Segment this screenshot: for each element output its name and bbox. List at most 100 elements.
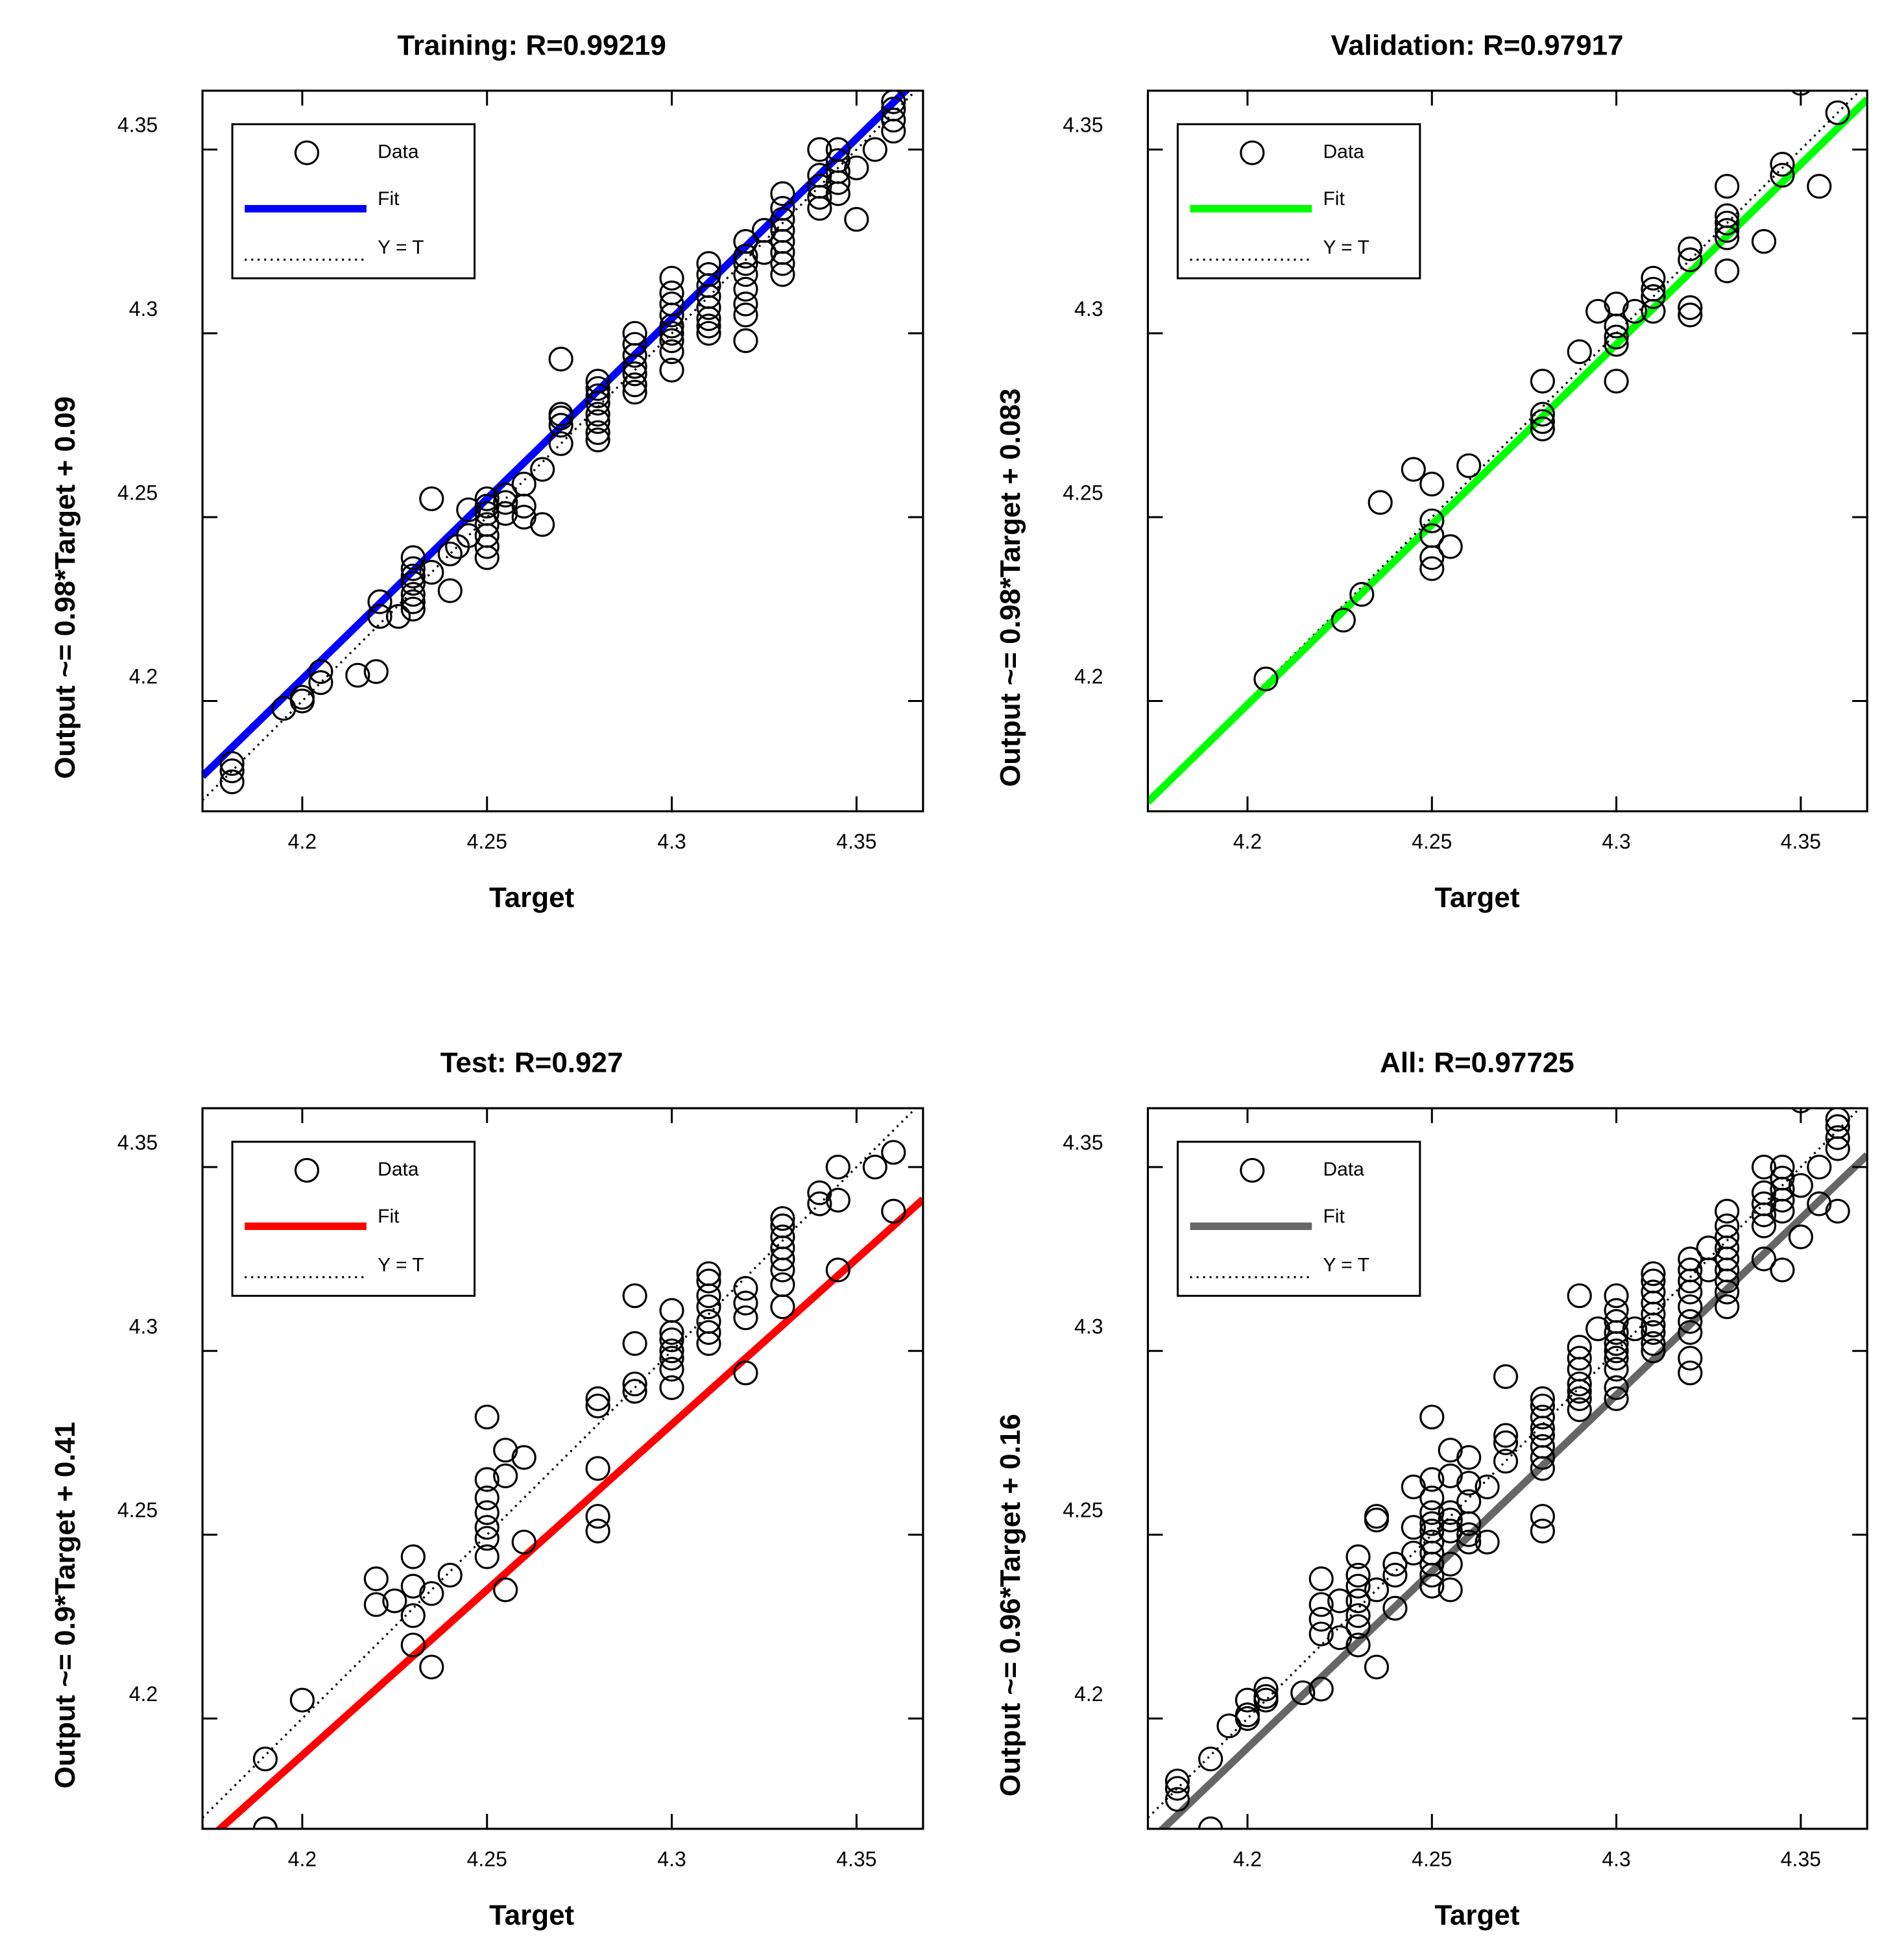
data-point <box>1678 1309 1703 1334</box>
data-point <box>825 1257 850 1283</box>
data-point <box>1419 523 1445 548</box>
plot-content <box>1148 1108 1868 1829</box>
data-point <box>1456 1489 1482 1514</box>
data-point <box>1345 1544 1371 1569</box>
data-point <box>844 207 869 232</box>
legend-label-identity: Y = T <box>1323 1254 1369 1275</box>
data-point <box>493 501 518 526</box>
data-point <box>1585 1316 1611 1342</box>
data-point <box>1382 1562 1408 1588</box>
data-point <box>659 328 684 354</box>
data-point <box>419 486 444 511</box>
data-point <box>1456 1522 1482 1547</box>
data-point <box>733 276 758 302</box>
identity-line <box>202 90 917 801</box>
data-point <box>1751 229 1777 254</box>
data-point <box>1493 1449 1519 1474</box>
data-point <box>1198 1746 1223 1772</box>
data-point <box>1825 100 1850 125</box>
y-tick-label: 4.3 <box>1074 297 1103 320</box>
data-point <box>1345 1632 1371 1658</box>
panel-title: Training: R=0.99219 <box>397 29 666 61</box>
y-axis-label: Output ~= 0.98*Target + 0.09 <box>49 396 81 779</box>
x-axis-label: Target <box>489 1899 575 1931</box>
y-axis-label: Output ~= 0.98*Target + 0.083 <box>994 389 1026 787</box>
legend-label-fit: Fit <box>1323 1206 1345 1227</box>
x-tick-label: 4.35 <box>1781 1847 1821 1870</box>
data-point <box>1530 1518 1555 1543</box>
panel-1: Data Fit Y = T 4.2 4.25 4.3 4.35 4.2 4.25 4.3 4.35… <box>994 29 1868 913</box>
data-point <box>474 1526 500 1551</box>
legend-data-marker <box>1240 140 1265 165</box>
data-point <box>400 1573 426 1599</box>
data-point <box>807 163 832 188</box>
data-point <box>1825 1198 1850 1224</box>
data-point <box>622 361 647 387</box>
legend-box <box>231 123 476 280</box>
data-point <box>1419 472 1445 497</box>
data-point <box>456 523 481 548</box>
data-point <box>696 251 721 276</box>
data-point <box>1678 1246 1703 1272</box>
data-point <box>219 758 245 784</box>
data-point <box>825 137 850 162</box>
data-point <box>1419 1485 1445 1510</box>
data-point <box>474 1467 500 1492</box>
data-point <box>1456 1529 1482 1554</box>
data-point <box>825 1187 850 1213</box>
data-point <box>622 372 647 398</box>
data-point <box>696 1261 721 1287</box>
data-point <box>530 512 555 537</box>
data-point <box>659 339 684 365</box>
data-point <box>1567 1386 1592 1411</box>
data-point <box>1419 1518 1445 1543</box>
data-point <box>1567 1335 1592 1360</box>
plot-content <box>1148 90 1868 805</box>
data-point <box>585 420 610 445</box>
y-tick-label: 4.2 <box>129 665 158 688</box>
data-point <box>1493 1423 1519 1448</box>
data-point <box>585 369 610 394</box>
data-point <box>659 291 684 317</box>
data-point <box>1604 291 1629 317</box>
data-point <box>474 1515 500 1540</box>
data-point <box>770 207 795 232</box>
data-point <box>530 457 555 482</box>
data-point <box>1345 1573 1371 1599</box>
data-point <box>733 1360 758 1386</box>
data-point <box>367 589 392 614</box>
data-point <box>1678 247 1703 272</box>
fit-line <box>214 1196 923 1829</box>
data-point <box>1678 1360 1703 1386</box>
data-point <box>696 1320 721 1345</box>
data-point <box>1419 1467 1445 1492</box>
data-point <box>1751 1191 1777 1216</box>
data-point <box>1401 457 1426 482</box>
data-point <box>659 280 684 306</box>
data-point <box>219 769 245 795</box>
data-point <box>659 1346 684 1371</box>
data-point <box>862 137 887 162</box>
data-point <box>1475 1474 1500 1499</box>
data-point <box>1164 1787 1190 1812</box>
data-point <box>548 346 573 372</box>
data-point <box>770 1213 795 1239</box>
data-point <box>474 1485 500 1510</box>
data-point <box>1308 1676 1334 1702</box>
data-point <box>363 1592 389 1617</box>
data-point <box>1419 508 1445 533</box>
data-point <box>733 1290 758 1316</box>
data-point <box>419 560 444 585</box>
data-point <box>1604 324 1629 350</box>
data-point <box>1641 284 1666 309</box>
data-point <box>511 1529 536 1554</box>
data-point <box>1401 1515 1426 1540</box>
data-point <box>400 545 426 570</box>
data-point <box>585 383 610 409</box>
data-point <box>1419 1511 1445 1536</box>
y-axis-label: Output ~= 0.96*Target + 0.16 <box>994 1414 1026 1796</box>
data-point <box>1368 490 1393 515</box>
data-point <box>659 1357 684 1382</box>
data-point <box>1382 1595 1408 1621</box>
y-tick-label: 4.2 <box>129 1682 158 1706</box>
